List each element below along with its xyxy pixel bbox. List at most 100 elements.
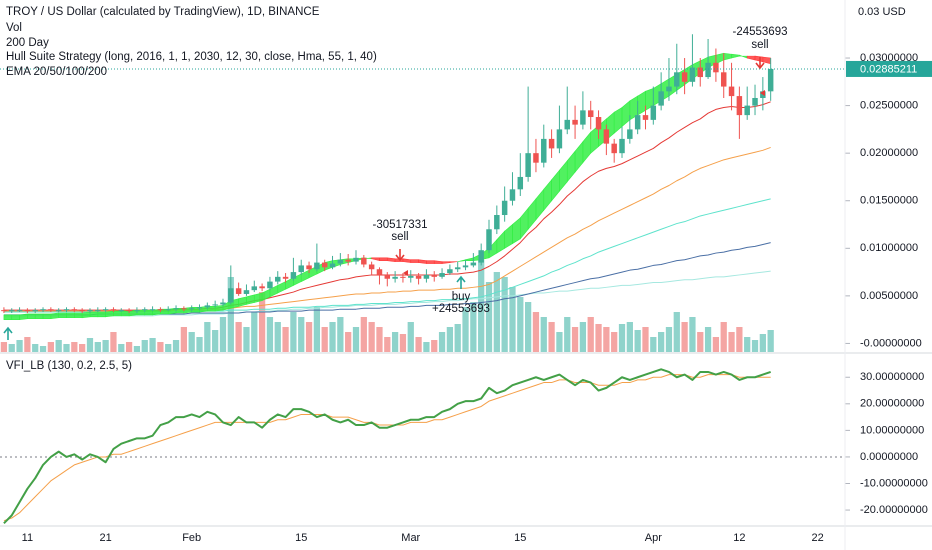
candle-body [282, 276, 289, 279]
hull-band [66, 312, 75, 319]
candle-body [509, 189, 516, 201]
volume-bar [165, 344, 172, 352]
x-tick-label: 12 [733, 532, 745, 544]
hull-band [74, 312, 83, 319]
volume-bar [611, 332, 618, 352]
candle-body [392, 276, 398, 279]
volume-bar [595, 324, 602, 352]
hull-band [105, 310, 114, 318]
candle-body [126, 310, 132, 312]
candle-body [486, 229, 492, 251]
volume-bar [345, 332, 352, 352]
volume-bar [110, 332, 117, 352]
volume-bar [650, 337, 657, 352]
volume-bar [376, 327, 383, 352]
volume-bar [258, 292, 266, 352]
x-tick-label: 21 [100, 532, 112, 544]
candle-body [736, 96, 743, 116]
candle-body [619, 138, 625, 154]
y-tick-label: 0.02500000 [860, 100, 918, 112]
candle-body [627, 129, 633, 139]
candle-body [212, 304, 218, 306]
candle-body [337, 259, 344, 264]
candle-body [548, 138, 555, 149]
candle-body [149, 309, 156, 311]
candle-body [204, 305, 211, 308]
candle-body [235, 288, 242, 294]
candle-body [408, 275, 414, 278]
vfi-pane: 30.00000000 20.00000000 10.00000000 0.00000… [0, 368, 928, 525]
candle-body [376, 269, 383, 275]
volume-bar [556, 332, 563, 352]
volume-bar [634, 330, 641, 352]
candle-body [79, 310, 85, 312]
hull-band [410, 259, 419, 263]
volume-bar [438, 332, 446, 352]
candle-body [314, 262, 320, 270]
candle-body [173, 308, 179, 310]
y-tick-label: 0.00000000 [860, 451, 918, 463]
volume-bar [415, 337, 422, 352]
volume-bar [501, 277, 508, 352]
volume-bar [728, 332, 735, 352]
trade-side: sell [391, 231, 408, 243]
candle-body [431, 274, 437, 277]
volume-bar [579, 322, 587, 352]
y-tick-label: 30.00000000 [860, 371, 924, 383]
volume-bar [47, 342, 54, 352]
candle-body [666, 86, 672, 92]
volume-bar [219, 317, 227, 352]
candle-body [102, 309, 109, 311]
volume-bar [86, 338, 94, 352]
candle-body [220, 302, 226, 305]
volume-bar [71, 342, 78, 352]
volume-bar [751, 340, 759, 352]
candle-body [752, 97, 758, 106]
candle-body [267, 281, 273, 289]
candle-body [634, 115, 641, 130]
volume-bar [736, 327, 743, 352]
candle-body [533, 153, 539, 163]
volume-bar [548, 322, 555, 352]
candle-body [603, 129, 610, 144]
candle-body [157, 309, 164, 311]
hull-band [214, 305, 224, 312]
last-price-box [846, 60, 932, 77]
candle-body [353, 257, 359, 262]
y-tick-label: 0.01000000 [860, 242, 918, 254]
volume-bar [63, 344, 70, 352]
y-tick-label: 0.01500000 [860, 195, 918, 207]
volume-bar [313, 307, 321, 352]
candle-body [454, 267, 461, 270]
volume-bar [251, 312, 258, 352]
candle-body [720, 72, 727, 87]
candle-body [228, 288, 234, 303]
candle-body [439, 273, 445, 277]
hull-band [19, 313, 28, 320]
legend-ema: EMA 20/50/100/200 [6, 66, 107, 78]
vfi-line [3, 374, 771, 522]
candle-body [259, 286, 265, 289]
volume-bar [360, 317, 367, 352]
candle-body [697, 67, 703, 78]
hull-band [89, 311, 99, 318]
candle-body [423, 274, 430, 279]
candle-body [478, 250, 484, 263]
hull-band [418, 259, 427, 264]
volume-bar [478, 260, 485, 352]
volume-bar [141, 340, 148, 352]
candle-body [580, 110, 586, 125]
candle-body [118, 310, 125, 312]
candle-body [24, 310, 31, 312]
volume-bar [212, 330, 219, 352]
candle-body [767, 68, 774, 92]
volume-bar [658, 332, 665, 352]
volume-bar [712, 337, 720, 352]
hull-band [402, 258, 412, 263]
volume-bar [571, 327, 579, 352]
x-tick-label: 11 [22, 532, 33, 544]
candle-body [415, 275, 422, 279]
volume-bar [337, 317, 344, 352]
x-tick-label: 15 [514, 532, 526, 544]
